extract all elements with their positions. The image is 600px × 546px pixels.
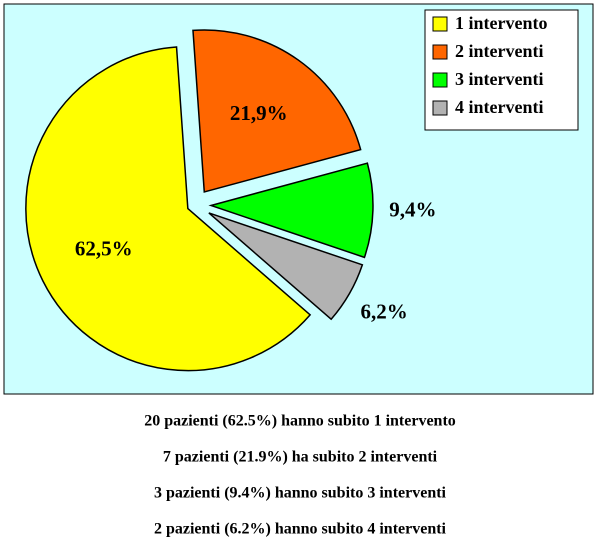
footer-line: 2 pazienti (6.2%) hanno subito 4 interve… bbox=[154, 521, 447, 538]
data-label: 21,9% bbox=[230, 101, 288, 125]
data-label: 6,2% bbox=[360, 299, 407, 323]
legend-box bbox=[424, 9, 579, 131]
pie-slice bbox=[192, 29, 362, 193]
legend-swatch bbox=[432, 16, 448, 32]
footer-line: 7 pazienti (21.9%) ha subito 2 intervent… bbox=[163, 449, 438, 466]
legend-swatch bbox=[432, 72, 448, 88]
pie-slice bbox=[25, 46, 312, 372]
legend-swatch bbox=[432, 44, 448, 60]
pie-slice bbox=[208, 162, 374, 259]
legend: 1 intervento 2 interventi 3 interventi 4 in… bbox=[424, 9, 579, 131]
data-label: 9,4% bbox=[389, 198, 436, 222]
legend-label: 3 interventi bbox=[455, 69, 543, 89]
footer-line: 20 pazienti (62.5%) hanno subito 1 inter… bbox=[144, 413, 456, 430]
pie: 21,9% 9,4% 6,2% 62,5% bbox=[25, 29, 437, 372]
footer-line: 3 pazienti (9.4%) hanno subito 3 interve… bbox=[154, 485, 447, 502]
footer: 20 pazienti (62.5%) hanno subito 1 inter… bbox=[144, 413, 456, 538]
legend-label: 4 interventi bbox=[455, 97, 543, 117]
pie-slice bbox=[208, 212, 364, 321]
legend-label: 1 intervento bbox=[455, 13, 547, 33]
legend-label: 2 interventi bbox=[455, 41, 543, 61]
legend-swatch bbox=[432, 100, 448, 116]
data-label: 62,5% bbox=[75, 236, 133, 260]
